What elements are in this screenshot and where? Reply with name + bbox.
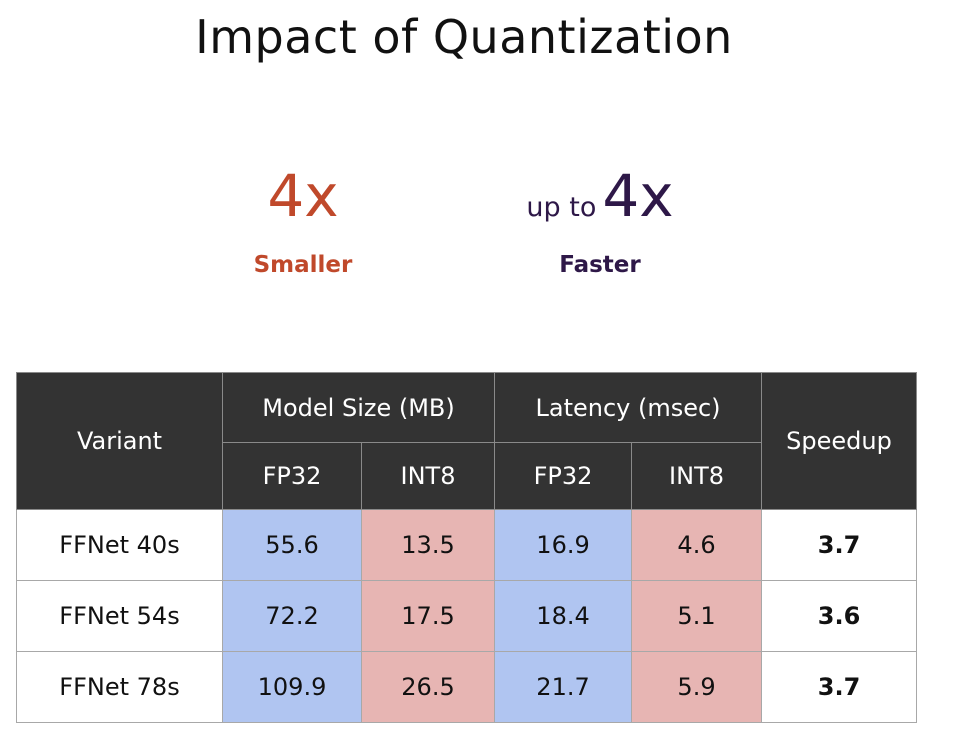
cell-speedup: 3.7: [761, 651, 918, 723]
cell-size-int8: 13.5: [360, 509, 496, 581]
cell-size-fp32: 72.2: [222, 580, 362, 652]
header-latency-fp32: FP32: [494, 442, 633, 510]
cell-latency-int8: 5.9: [631, 651, 763, 723]
header-size-fp32: FP32: [222, 442, 362, 510]
cell-speedup: 3.6: [761, 580, 918, 652]
cell-size-fp32: 109.9: [222, 651, 362, 723]
table-row: FFNet 54s 72.2 17.5 18.4 5.1 3.6: [16, 580, 918, 652]
table-row: FFNet 40s 55.6 13.5 16.9 4.6 3.7: [16, 509, 918, 581]
cell-latency-int8: 5.1: [631, 580, 763, 652]
faster-value: 4x: [602, 162, 674, 230]
faster-prefix: up to: [526, 192, 597, 223]
cell-speedup: 3.7: [761, 509, 918, 581]
page-title: Impact of Quantization: [195, 10, 733, 64]
cell-size-fp32: 55.6: [222, 509, 362, 581]
smaller-label: Smaller: [253, 252, 353, 278]
cell-variant: FFNet 78s: [16, 651, 223, 723]
stat-faster: up to 4x Faster: [500, 160, 700, 278]
faster-label: Faster: [559, 252, 641, 278]
header-model-size: Model Size (MB): [221, 372, 496, 443]
header-latency: Latency (msec): [494, 372, 763, 443]
faster-value-line: up to 4x: [500, 160, 700, 232]
cell-variant: FFNet 40s: [16, 509, 223, 581]
stat-smaller: 4x Smaller: [213, 160, 393, 278]
header-speedup: Speedup: [761, 372, 918, 510]
cell-latency-fp32: 21.7: [494, 651, 633, 723]
smaller-value: 4x: [267, 162, 339, 230]
table-row: FFNet 78s 109.9 26.5 21.7 5.9 3.7: [16, 651, 918, 723]
cell-size-int8: 17.5: [360, 580, 496, 652]
cell-latency-fp32: 18.4: [494, 580, 633, 652]
cell-variant: FFNet 54s: [16, 580, 223, 652]
cell-latency-int8: 4.6: [631, 509, 763, 581]
quantization-table: Variant Model Size (MB) Latency (msec) S…: [16, 372, 918, 723]
header-latency-int8: INT8: [631, 442, 763, 510]
header-size-int8: INT8: [360, 442, 496, 510]
header-variant: Variant: [16, 372, 223, 510]
cell-latency-fp32: 16.9: [494, 509, 633, 581]
cell-size-int8: 26.5: [360, 651, 496, 723]
